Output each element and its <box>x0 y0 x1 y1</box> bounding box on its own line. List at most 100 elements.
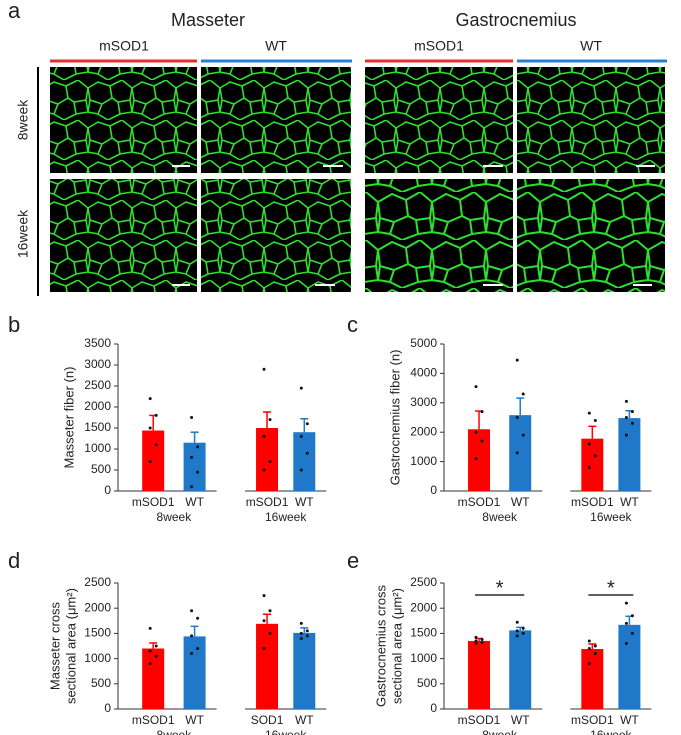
data-point <box>305 422 309 426</box>
data-point <box>299 636 303 640</box>
data-point <box>148 426 152 430</box>
y-tick-label: 0 <box>430 701 437 715</box>
data-point <box>148 397 152 401</box>
y-tick-label: 1000 <box>410 454 437 468</box>
data-point <box>305 634 309 638</box>
panel-a: a Masseter Gastrocnemius mSOD1 WT mSOD1 … <box>8 0 667 296</box>
data-point <box>190 609 194 613</box>
data-point <box>624 399 628 403</box>
data-point <box>268 460 272 464</box>
micrograph <box>201 179 351 292</box>
panel-letter: d <box>8 548 20 573</box>
data-point <box>474 385 478 389</box>
y-tick-label: 5000 <box>410 336 437 350</box>
y-tick-label: 0 <box>430 483 437 497</box>
x-tick-label: mSOD1 <box>132 495 175 509</box>
data-point <box>515 416 519 419</box>
bar <box>256 428 279 491</box>
data-point <box>624 621 628 625</box>
y-tick-label: 1000 <box>410 651 437 665</box>
bar <box>142 430 165 491</box>
bar <box>142 648 165 709</box>
data-point <box>474 639 478 643</box>
micrographs <box>50 67 665 292</box>
data-point <box>299 386 303 390</box>
data-point <box>593 454 597 458</box>
bar <box>468 640 491 709</box>
data-point <box>196 470 200 474</box>
age-label: 8week <box>15 99 31 140</box>
bar <box>618 418 641 491</box>
y-tick-label: 1000 <box>84 651 111 665</box>
y-tick-label: 500 <box>91 462 111 476</box>
group-label: 8week <box>157 728 193 735</box>
data-point <box>154 443 158 447</box>
y-tick-label: 3000 <box>410 395 437 409</box>
micrograph <box>517 179 665 292</box>
y-tick-label: 2000 <box>84 600 111 614</box>
group-label: 8week <box>482 728 518 735</box>
x-tick-label: mSOD1 <box>571 713 614 727</box>
group-label: 8week <box>482 510 518 524</box>
genotype-label: mSOD1 <box>414 38 464 54</box>
data-point <box>624 641 628 645</box>
data-point <box>474 430 478 434</box>
data-point <box>262 367 266 371</box>
data-point <box>521 433 525 437</box>
bar <box>509 415 532 491</box>
y-axis-label: sectional area (μm²) <box>389 588 404 704</box>
data-point <box>521 626 525 630</box>
data-point <box>148 649 152 653</box>
data-point <box>262 647 266 651</box>
genotype-label: mSOD1 <box>99 38 149 54</box>
data-point <box>299 631 303 635</box>
data-point <box>262 594 266 598</box>
group-label: 16week <box>590 510 632 524</box>
micrograph <box>365 67 513 173</box>
data-point <box>268 418 272 422</box>
data-point <box>587 662 591 666</box>
significance-label: * <box>496 577 504 599</box>
data-point <box>196 616 200 620</box>
y-tick-label: 1500 <box>84 420 111 434</box>
data-point <box>593 644 597 648</box>
y-tick-label: 500 <box>417 676 437 690</box>
data-point <box>196 647 200 651</box>
data-point <box>587 465 591 469</box>
data-point <box>515 451 519 455</box>
data-point <box>521 392 525 396</box>
data-point <box>299 468 303 472</box>
y-axis-label: sectional area (μm²) <box>63 588 78 704</box>
panel-letter: a <box>8 0 21 23</box>
data-point <box>262 619 266 623</box>
x-tick-label: mSOD1 <box>571 495 614 509</box>
panel-letter: c <box>347 312 358 337</box>
y-tick-label: 3500 <box>84 336 111 350</box>
data-point <box>480 637 484 641</box>
data-point <box>196 445 200 449</box>
data-point <box>190 634 194 638</box>
data-point <box>305 451 309 455</box>
y-tick-label: 0 <box>104 701 111 715</box>
data-point <box>268 609 272 613</box>
data-point <box>190 652 194 656</box>
bar <box>293 632 316 709</box>
data-point <box>154 644 158 648</box>
data-point <box>515 634 519 638</box>
x-tick-label: SOD1 <box>251 713 284 727</box>
x-tick-label: WT <box>295 495 314 509</box>
x-tick-label: WT <box>620 713 639 727</box>
y-tick-label: 2000 <box>410 600 437 614</box>
data-point <box>305 629 309 633</box>
data-point <box>630 410 634 414</box>
y-tick-label: 4000 <box>410 366 437 380</box>
y-tick-label: 2500 <box>84 575 111 589</box>
data-point <box>515 358 519 362</box>
data-point <box>587 411 591 415</box>
micrograph <box>50 67 197 173</box>
group-label: 16week <box>590 728 632 735</box>
x-tick-label: WT <box>511 713 530 727</box>
micrograph <box>365 179 513 292</box>
bar <box>183 636 206 709</box>
